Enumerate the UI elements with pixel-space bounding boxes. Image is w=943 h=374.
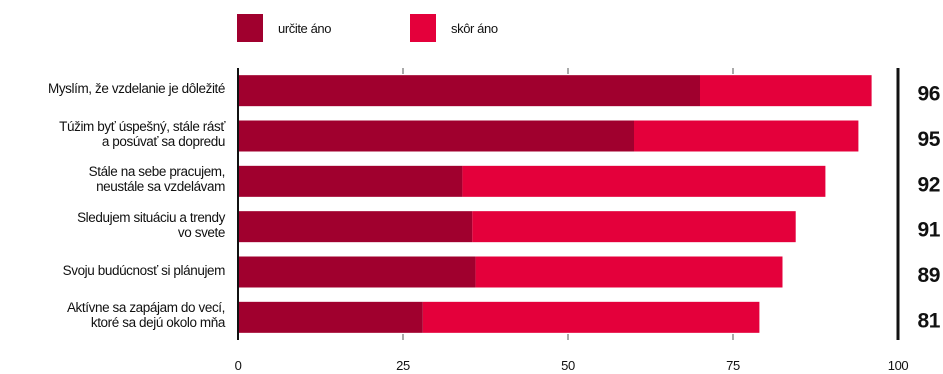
total-label: 81 [917,309,940,332]
category-label: Sledujem situáciu a trendy vo svete [77,209,225,240]
x-tick-label: 0 [235,358,242,373]
bar-segment [475,256,783,288]
total-label: 92 [917,173,940,196]
bar-segment [238,256,476,288]
x-tick-label: 50 [561,358,575,373]
bar-segment [700,75,872,107]
category-label: Aktívne sa zapájam do vecí, ktoré sa dej… [66,300,225,331]
bar-segment [238,301,423,333]
category-label: Stále na sebe pracujem, neustále sa vzde… [88,164,226,195]
bar-segment [472,211,796,243]
bar-segment [238,120,634,152]
bar-segment [238,165,463,197]
bar-segment [238,211,473,243]
total-label: 91 [917,219,940,242]
legend-label: určite áno [278,21,331,36]
total-label: 95 [917,128,940,151]
category-label: Túžim byť úspešný, stále rásť a posúvať … [59,119,225,149]
total-label: 89 [917,264,940,287]
total-label: 96 [917,83,940,106]
bar-segment [422,301,760,333]
bar-segment [238,75,700,107]
category-label: Myslím, že vzdelanie je dôležité [47,81,225,97]
x-tick-label: 75 [726,358,740,373]
x-tick-label: 100 [888,358,909,373]
legend-swatch [237,14,263,42]
bar-segment [462,165,826,197]
bar-segment [634,120,859,152]
legend-label: skôr áno [451,21,498,36]
category-label: Svoju budúcnosť si plánujem [62,262,226,278]
x-tick-label: 25 [396,358,410,373]
legend-swatch [410,14,436,42]
